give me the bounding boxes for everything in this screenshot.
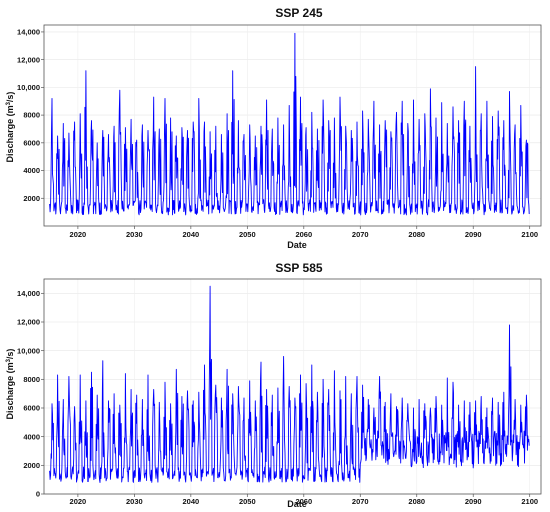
x-axis-label: Date bbox=[287, 240, 307, 250]
x-tick-label: 2090 bbox=[465, 497, 482, 506]
x-tick-label: 2040 bbox=[182, 497, 199, 506]
chart-title: SSP 585 bbox=[275, 261, 322, 275]
y-tick-label: 2000 bbox=[23, 461, 40, 470]
series-line bbox=[49, 32, 530, 216]
y-tick-label: 10,000 bbox=[17, 83, 40, 92]
x-tick-label: 2060 bbox=[295, 497, 312, 506]
x-tick-label: 2100 bbox=[521, 497, 538, 506]
plot-frame bbox=[43, 24, 542, 227]
y-tick-label: 14,000 bbox=[17, 289, 40, 298]
x-axis-label: Date bbox=[287, 499, 307, 509]
x-tick-label: 2040 bbox=[182, 230, 199, 239]
x-axis-ticks: 2020 2030 2040 2050 2060 2070 2080 2090 2100 bbox=[70, 226, 538, 239]
x-tick-label: 2030 bbox=[126, 230, 143, 239]
series-line bbox=[49, 285, 530, 483]
plot-frame bbox=[43, 278, 542, 495]
y-tick-label: 6000 bbox=[23, 138, 40, 147]
chart-panel-ssp245: SSP 245 2000 4000 6000 8000 10,000 12,000 14,0… bbox=[5, 6, 542, 250]
y-tick-label: 10,000 bbox=[17, 346, 40, 355]
y-tick-label: 14,000 bbox=[17, 28, 40, 37]
x-tick-label: 2090 bbox=[465, 230, 482, 239]
x-tick-label: 2050 bbox=[239, 230, 256, 239]
y-tick-label: 0 bbox=[36, 490, 40, 499]
x-tick-label: 2030 bbox=[126, 497, 143, 506]
x-tick-label: 2100 bbox=[521, 230, 538, 239]
x-tick-label: 2060 bbox=[295, 230, 312, 239]
x-axis-ticks: 2020 2030 2040 2050 2060 2070 2080 2090 2100 bbox=[70, 494, 538, 506]
y-tick-label: 4000 bbox=[23, 432, 40, 441]
y-tick-label: 12,000 bbox=[17, 318, 40, 327]
y-tick-label: 8000 bbox=[23, 375, 40, 384]
x-tick-label: 2050 bbox=[239, 497, 256, 506]
y-tick-label: 6000 bbox=[23, 404, 40, 413]
chart-title: SSP 245 bbox=[275, 6, 322, 20]
y-axis-label: Discharge (m3/s) bbox=[5, 92, 15, 163]
x-tick-label: 2070 bbox=[352, 497, 369, 506]
x-tick-label: 2020 bbox=[70, 497, 87, 506]
y-axis-ticks: 2000 4000 6000 8000 10,000 12,000 14,000 bbox=[17, 28, 44, 203]
x-tick-label: 2080 bbox=[408, 497, 425, 506]
series-discharge bbox=[49, 285, 530, 483]
y-tick-label: 12,000 bbox=[17, 55, 40, 64]
y-axis-ticks: 0 2000 4000 6000 8000 10,000 12,000 14,000 bbox=[17, 289, 44, 499]
chart-ssp585: SSP 585 0 2000 4000 6000 8000 10,000 12,000 14,… bbox=[5, 261, 542, 509]
y-tick-label: 4000 bbox=[23, 166, 40, 175]
chart-ssp245: SSP 245 2000 4000 6000 8000 10,000 12,000 14,0… bbox=[5, 6, 542, 250]
y-tick-label: 2000 bbox=[23, 194, 40, 203]
x-tick-label: 2070 bbox=[352, 230, 369, 239]
y-axis-label: Discharge (m3/s) bbox=[5, 349, 15, 420]
y-tick-label: 8000 bbox=[23, 111, 40, 120]
gridlines bbox=[44, 25, 541, 226]
x-tick-label: 2020 bbox=[70, 230, 87, 239]
series-discharge bbox=[49, 32, 530, 216]
x-tick-label: 2080 bbox=[408, 230, 425, 239]
chart-panel-ssp585: SSP 585 0 2000 4000 6000 8000 10,000 12,000 14,… bbox=[0, 256, 550, 512]
